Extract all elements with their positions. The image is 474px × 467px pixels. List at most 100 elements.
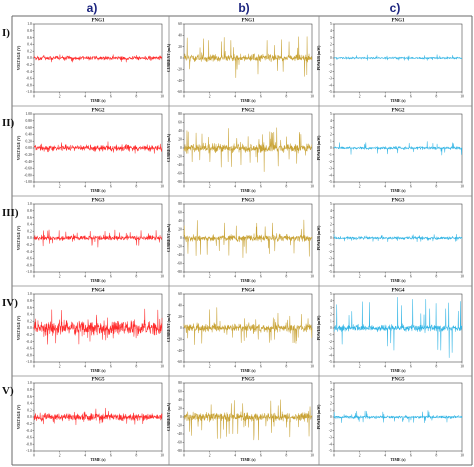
x-tick-label: 10	[160, 185, 164, 189]
series-line	[183, 219, 313, 258]
y-tick-label: 0	[180, 415, 182, 419]
x-tick-label: 0	[183, 275, 185, 279]
y-tick-label: 0.4	[27, 402, 32, 406]
x-tick-label: 6	[260, 95, 262, 99]
y-tick-label: -0.8	[26, 353, 32, 357]
panel-title: PNG2	[91, 109, 105, 114]
y-tick-label: 0	[330, 146, 332, 150]
y-tick-label: -0.4	[26, 70, 32, 74]
y-axis-label: VOLTAGE (V)	[17, 315, 21, 340]
x-tick-label: 4	[384, 95, 386, 99]
y-tick-label: -3	[329, 77, 332, 81]
x-tick-label: 8	[136, 95, 138, 99]
y-tick-label: 80	[178, 112, 182, 116]
x-tick-label: 2	[359, 275, 361, 279]
y-tick-label: 1.0	[27, 22, 32, 26]
y-tick-label: 5	[330, 381, 332, 385]
y-tick-label: -0.8	[26, 83, 32, 87]
x-axis-label: TIME (s)	[240, 189, 256, 193]
y-tick-label: -0.60	[24, 167, 32, 171]
y-tick-label: 40	[178, 219, 182, 223]
y-tick-label: -5	[329, 449, 332, 453]
x-tick-label: 10	[310, 365, 314, 369]
x-tick-label: 4	[384, 454, 386, 458]
panel-title: PNG4	[391, 289, 405, 294]
x-axis-label: TIME (s)	[390, 189, 406, 193]
y-tick-label: -40	[177, 253, 182, 257]
y-tick-label: -0.4	[26, 340, 32, 344]
x-tick-label: 6	[110, 95, 112, 99]
panel-title: PNG1	[91, 19, 105, 24]
y-tick-label: 0	[330, 415, 332, 419]
y-tick-label: -20	[177, 155, 182, 159]
x-tick-label: 0	[33, 365, 35, 369]
x-tick-label: 4	[234, 454, 236, 458]
y-tick-label: -0.4	[26, 250, 32, 254]
y-tick-label: 4	[330, 388, 332, 392]
panel-title: PNG2	[241, 109, 255, 114]
y-tick-label: -20	[177, 245, 182, 249]
x-tick-label: 0	[333, 95, 335, 99]
y-tick-label: 1	[330, 229, 332, 233]
y-tick-label: 0.8	[27, 209, 32, 213]
y-tick-label: 1.0	[27, 381, 32, 385]
y-tick-label: -80	[177, 270, 182, 274]
y-tick-label: 0.80	[26, 119, 32, 123]
y-tick-label: 0.4	[27, 313, 32, 317]
outer-frame	[11, 15, 473, 466]
y-tick-label: -1	[329, 63, 332, 67]
y-tick-label: 0.00	[26, 146, 32, 150]
x-tick-label: 0	[183, 454, 185, 458]
y-axis-label: VOLTAGE (V)	[17, 225, 21, 250]
y-tick-label: -4	[329, 173, 332, 177]
row-label-4: IV)	[2, 297, 18, 309]
y-tick-label: 60	[178, 292, 182, 296]
y-tick-label: -0.40	[24, 160, 32, 164]
x-tick-label: 2	[359, 365, 361, 369]
series-line	[183, 127, 313, 172]
y-tick-label: -4	[329, 442, 332, 446]
x-tick-label: 8	[136, 275, 138, 279]
x-tick-label: 0	[333, 454, 335, 458]
x-tick-label: 10	[310, 95, 314, 99]
x-tick-label: 8	[286, 454, 288, 458]
y-tick-label: 0.6	[27, 216, 32, 220]
x-axis-label: TIME (s)	[240, 279, 256, 283]
panel-4: PNG2 1.00 0.80 0.60 0.40 0.20 0.00 -0.20 -0.40 -0…	[17, 109, 164, 194]
panel-title: PNG3	[91, 199, 105, 204]
y-tick-label: 4	[330, 29, 332, 33]
x-tick-label: 4	[384, 365, 386, 369]
x-tick-label: 0	[333, 185, 335, 189]
x-tick-label: 2	[59, 275, 61, 279]
y-tick-label: -5	[329, 180, 332, 184]
x-axis-label: TIME (s)	[390, 279, 406, 283]
y-tick-label: 20	[178, 45, 182, 49]
y-tick-label: -0.8	[26, 263, 32, 267]
y-tick-label: -60	[177, 360, 182, 364]
y-axis-label: POWER (mW)	[317, 135, 321, 161]
x-tick-label: 8	[136, 185, 138, 189]
y-tick-label: -20	[177, 424, 182, 428]
y-tick-label: 3	[330, 306, 332, 310]
y-axis-label: CURRENT (mA)	[167, 43, 171, 72]
y-tick-label: -0.80	[24, 173, 32, 177]
y-tick-label: 0	[180, 326, 182, 330]
x-tick-label: 4	[384, 275, 386, 279]
y-tick-label: 5	[330, 112, 332, 116]
y-tick-label: 4	[330, 119, 332, 123]
y-tick-label: -2	[329, 340, 332, 344]
y-tick-label: -5	[329, 90, 332, 94]
x-tick-label: 0	[183, 365, 185, 369]
x-tick-label: 8	[436, 275, 438, 279]
x-axis-label: TIME (s)	[90, 189, 106, 193]
panel-title: PNG5	[241, 378, 255, 383]
y-tick-label: -0.2	[26, 243, 32, 247]
panel-title: PNG1	[241, 19, 255, 24]
y-tick-label: -1.0	[26, 90, 32, 94]
x-tick-label: 2	[59, 365, 61, 369]
y-tick-label: -2	[329, 160, 332, 164]
x-tick-label: 2	[209, 454, 211, 458]
